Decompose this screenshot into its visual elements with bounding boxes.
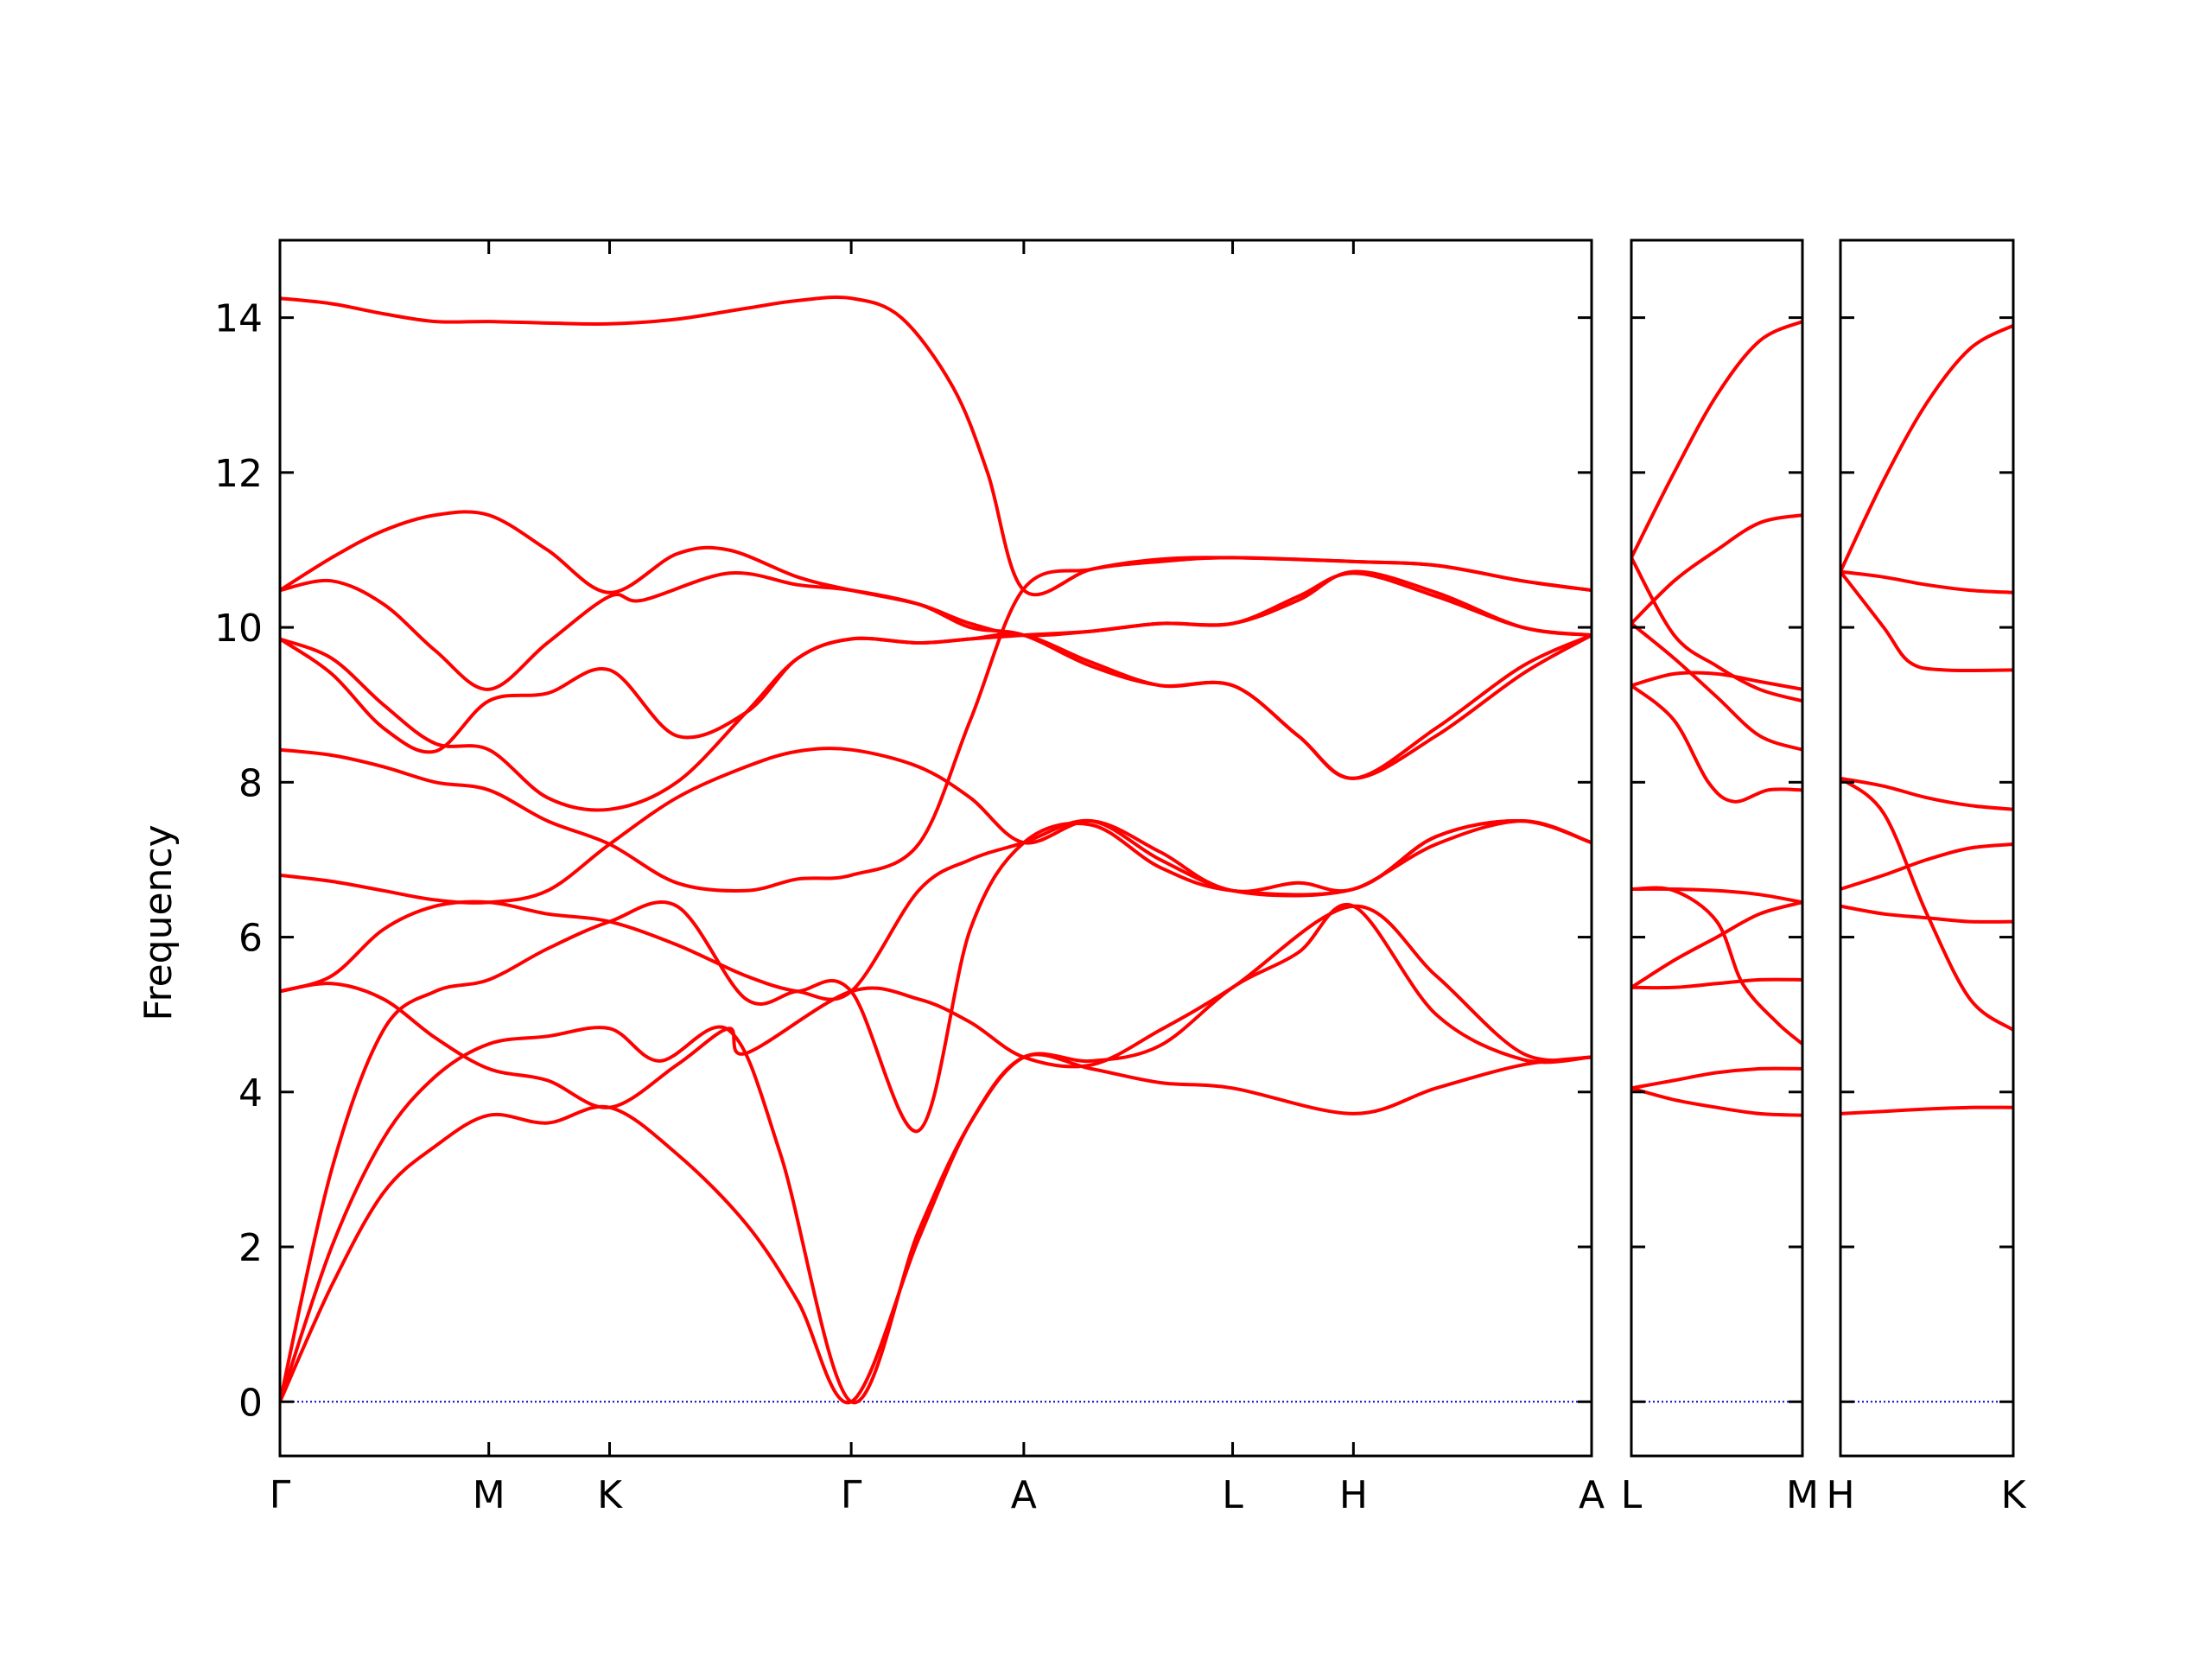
band-line-8: [1840, 323, 2013, 573]
band-line-4: [280, 904, 1592, 1109]
band-line-12: [1631, 320, 1802, 559]
band-line-5: [1631, 886, 1802, 1046]
band-line-6: [280, 747, 1592, 905]
band-line-2: [1631, 1066, 1802, 1090]
x-tick-label: M: [473, 1473, 505, 1517]
band-line-11: [1631, 513, 1802, 626]
x-tick-label: L: [1621, 1473, 1643, 1517]
band-group: [1631, 320, 1802, 1117]
band-line-7: [280, 556, 1592, 893]
x-tick-label: L: [1222, 1473, 1243, 1517]
y-tick-label: 10: [214, 607, 263, 651]
band-line-3: [1840, 842, 2013, 891]
band-group: [1840, 323, 2013, 1116]
y-tick-label: 14: [214, 297, 263, 341]
band-line-9: [1631, 622, 1802, 752]
y-axis-label: Frequency: [137, 824, 181, 1020]
panel-frame: [1839, 238, 2015, 1458]
band-line-3: [280, 818, 1592, 1402]
x-tick-label: Γ: [270, 1473, 291, 1517]
band-line-4: [1840, 777, 2013, 1032]
band-line-12: [280, 295, 1592, 597]
y-tick-label: 12: [214, 452, 263, 496]
band-line-8: [1631, 671, 1802, 691]
band-line-1: [1631, 1086, 1802, 1117]
x-tick-label: H: [1339, 1473, 1368, 1517]
band-line-11: [280, 510, 1592, 638]
band-line-7: [1840, 569, 2013, 594]
band-group: [280, 295, 1592, 1405]
x-tick-label: A: [1011, 1473, 1037, 1517]
band-line-2: [280, 902, 1592, 1405]
panel-G-M-K-G-A-L-H-A: 0 2 4 6 8 10 12 14 Γ M K Γ A L H A: [214, 238, 1605, 1517]
band-line-3: [1631, 977, 1802, 990]
band-line-1: [280, 1052, 1592, 1405]
x-tick-label: M: [1786, 1473, 1819, 1517]
band-line-7: [1631, 683, 1802, 804]
band-line-6: [1631, 887, 1802, 905]
x-tick-label: K: [2001, 1473, 2027, 1517]
x-tick-label: Γ: [841, 1473, 862, 1517]
y-tick-label: 8: [238, 761, 263, 805]
band-line-5: [280, 818, 1592, 1001]
y-tick-label: 6: [238, 917, 263, 961]
panel-frame: [278, 238, 1593, 1458]
band-line-4: [1631, 900, 1802, 989]
y-tick-label: 2: [238, 1226, 263, 1270]
band-line-5: [1840, 776, 2013, 811]
x-tick-label: K: [597, 1473, 623, 1517]
y-tick-label: 0: [238, 1381, 263, 1425]
band-line-1: [1840, 1105, 2013, 1116]
x-tick-label: A: [1579, 1473, 1605, 1517]
y-tick-label: 4: [238, 1071, 263, 1116]
panel-frame: [1630, 238, 1804, 1458]
x-tick-label: H: [1826, 1473, 1854, 1517]
band-line-6: [1840, 570, 2013, 673]
